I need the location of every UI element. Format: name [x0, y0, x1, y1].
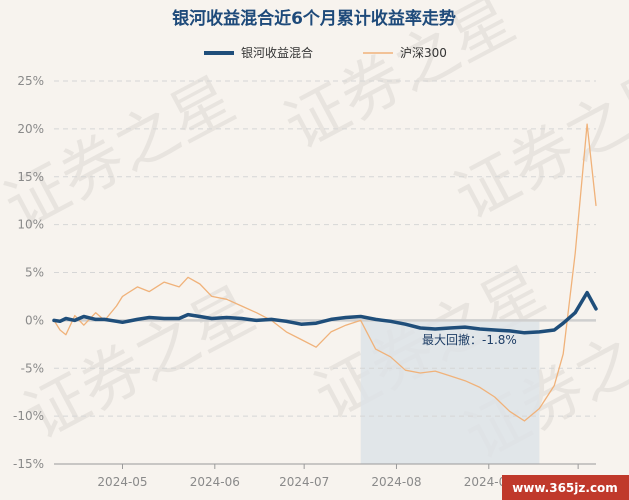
drawdown-region: [360, 320, 540, 464]
legend: 银河收益混合 沪深300: [204, 45, 447, 60]
y-tick-label: 0%: [25, 313, 44, 327]
y-tick-label: -15%: [13, 457, 44, 471]
footer-text: www.365jz.com: [512, 481, 618, 495]
x-tick-label: 2024-08: [371, 475, 421, 489]
x-tick-label: 2024-05: [97, 475, 147, 489]
legend-label-fund: 银河收益混合: [241, 45, 313, 60]
series-line-fund: [52, 290, 598, 335]
y-tick-label: 5%: [25, 266, 44, 280]
x-tick-label: 2024-06: [190, 475, 240, 489]
y-tick-label: -5%: [21, 361, 44, 375]
x-tick-label: 2024-07: [279, 475, 329, 489]
series-line-index: [53, 123, 597, 422]
y-tick-label: -10%: [13, 409, 44, 423]
drawdown-label: 最大回撤：-1.8%: [422, 332, 517, 347]
y-tick-label: 10%: [17, 218, 44, 232]
watermark-text: 证券之星: [0, 62, 246, 243]
watermark-text: 证券之星: [443, 52, 629, 233]
footer-background: [502, 475, 629, 500]
series-lines: [52, 123, 598, 422]
x-tick-label: 2024-09: [464, 475, 514, 489]
legend-label-index: 沪深300: [400, 46, 447, 60]
y-tick-label: 15%: [17, 170, 44, 184]
footer-badge: www.365jz.com: [502, 475, 629, 500]
y-tick-label: 20%: [17, 122, 44, 136]
y-tick-label: 25%: [17, 74, 44, 88]
y-axis-ticks: 25% 20% 15% 10% 5% 0% -5% -10% -15%: [13, 74, 44, 471]
chart-title: 银河收益混合近6个月累计收益率走势: [172, 8, 456, 29]
